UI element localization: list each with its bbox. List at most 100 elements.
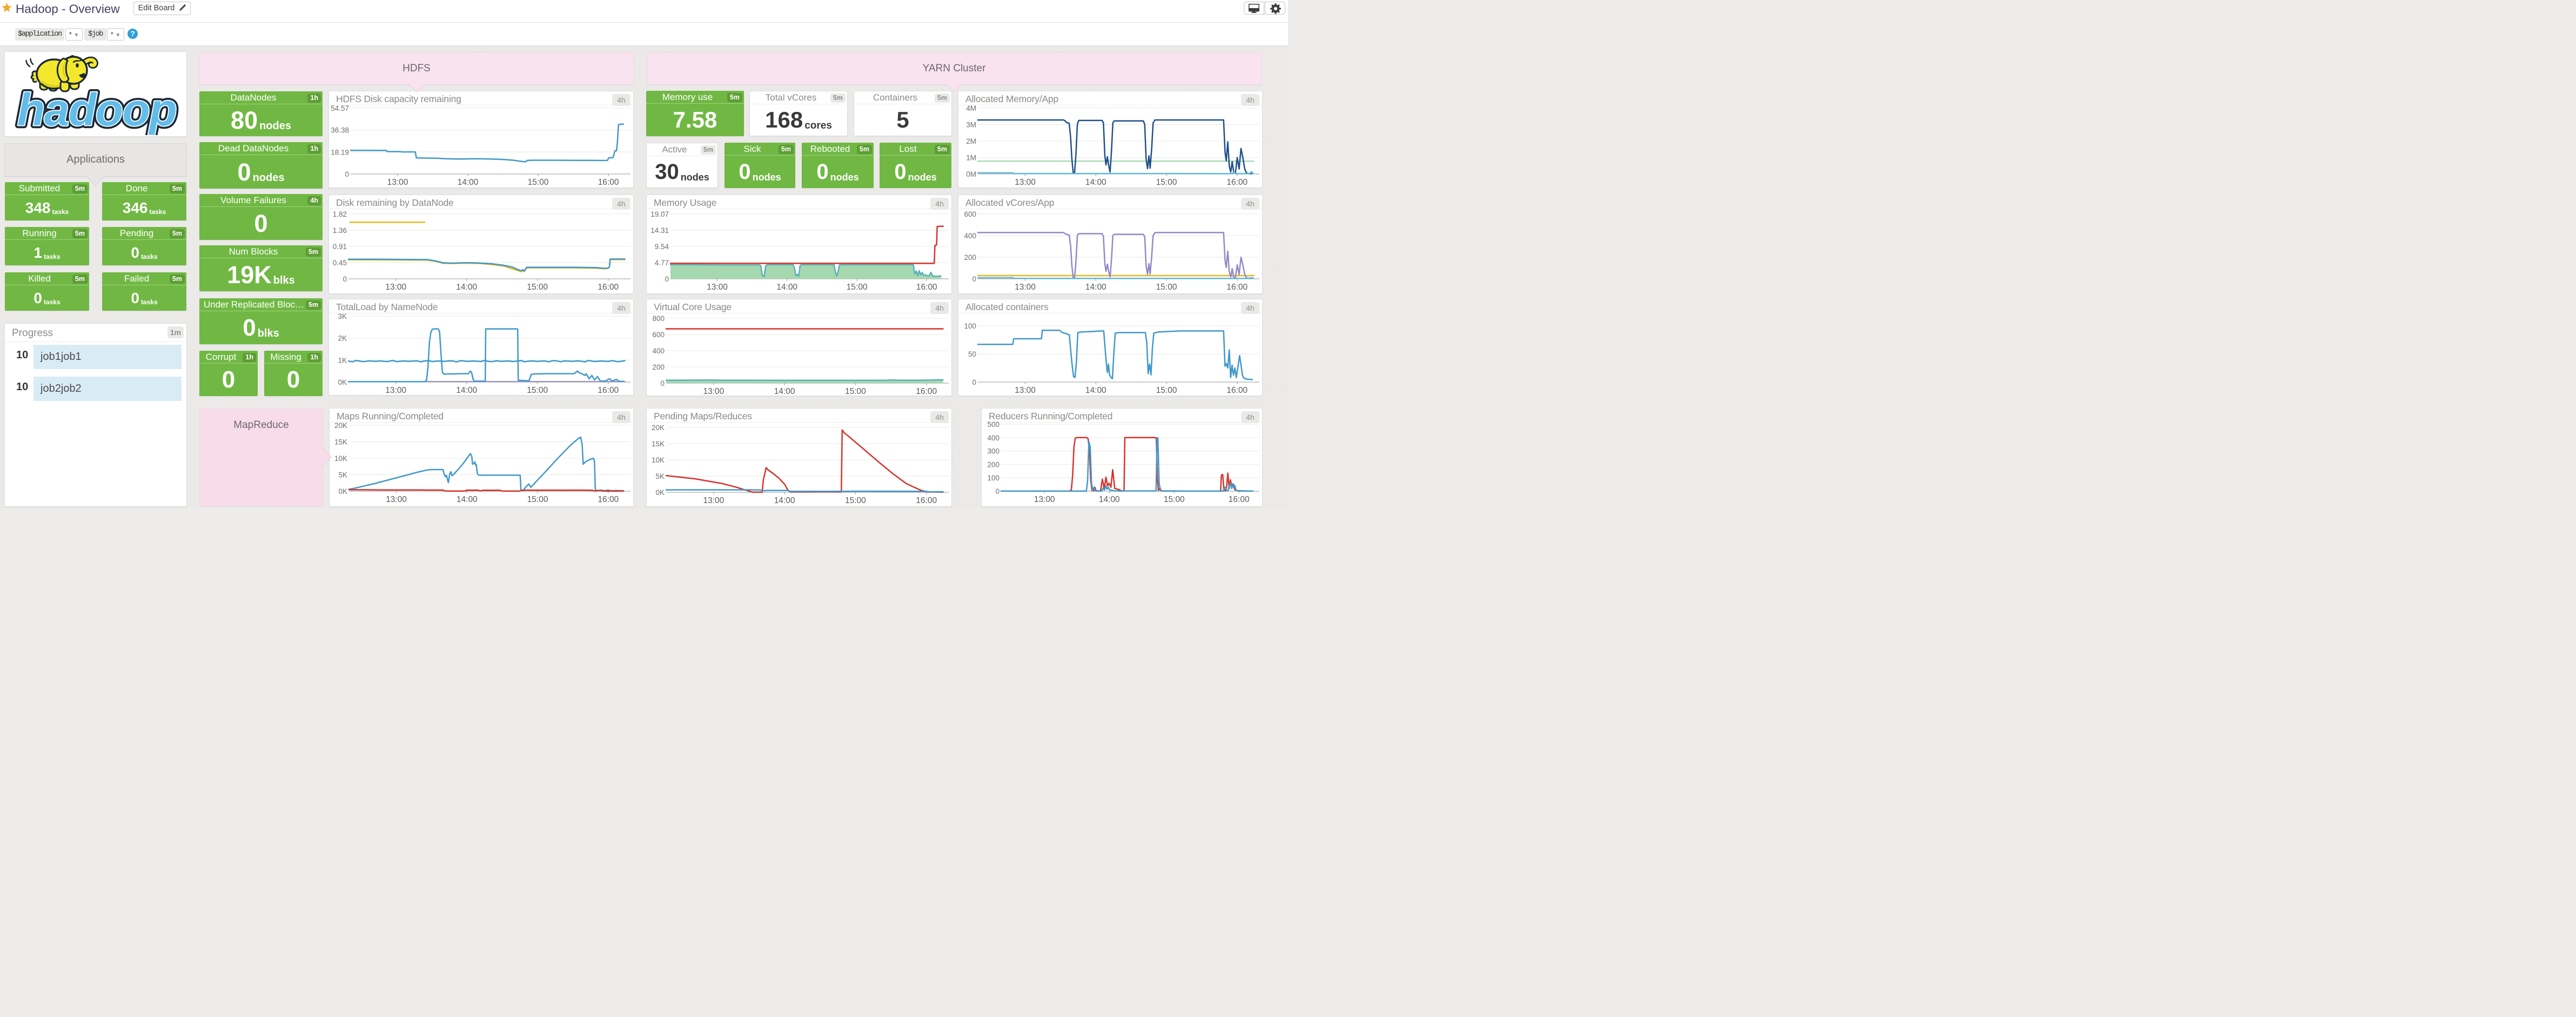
- svg-text:0: 0: [972, 378, 976, 386]
- svg-text:18.19: 18.19: [331, 148, 349, 156]
- svg-text:Pending Maps/Reduces: Pending Maps/Reduces: [654, 411, 752, 421]
- svg-text:36.38: 36.38: [331, 126, 349, 135]
- svg-text:4.77: 4.77: [655, 259, 669, 267]
- svg-text:50: 50: [968, 350, 976, 358]
- svg-text:HDFS Disk capacity remaining: HDFS Disk capacity remaining: [336, 93, 461, 104]
- svg-text:13:00: 13:00: [385, 386, 406, 395]
- svg-text:16:00: 16:00: [1226, 178, 1247, 187]
- svg-text:14:00: 14:00: [776, 283, 797, 292]
- svg-text:14:00: 14:00: [456, 386, 477, 395]
- svg-text:13:00: 13:00: [386, 495, 407, 504]
- svg-text:0: 0: [665, 275, 669, 283]
- svg-text:0: 0: [660, 379, 665, 387]
- svg-text:0.91: 0.91: [333, 243, 347, 251]
- svg-text:600: 600: [964, 210, 976, 218]
- svg-text:9.54: 9.54: [655, 243, 669, 251]
- svg-text:4h: 4h: [935, 304, 944, 312]
- svg-text:0K: 0K: [655, 489, 665, 497]
- svg-text:14:00: 14:00: [1085, 283, 1106, 292]
- svg-text:1.82: 1.82: [333, 210, 347, 218]
- svg-text:10K: 10K: [652, 456, 665, 464]
- svg-text:13:00: 13:00: [703, 496, 725, 505]
- svg-text:14:00: 14:00: [1085, 386, 1106, 395]
- svg-text:100: 100: [987, 474, 999, 482]
- svg-text:13:00: 13:00: [1015, 178, 1036, 187]
- svg-text:Virtual Core Usage: Virtual Core Usage: [654, 302, 732, 312]
- svg-text:15:00: 15:00: [847, 283, 868, 292]
- svg-text:Memory Usage: Memory Usage: [654, 197, 716, 208]
- svg-text:0K: 0K: [338, 487, 347, 496]
- svg-text:4h: 4h: [617, 96, 626, 104]
- svg-text:15:00: 15:00: [527, 495, 548, 504]
- svg-text:0: 0: [972, 275, 976, 283]
- svg-text:15K: 15K: [652, 440, 665, 448]
- svg-text:54.57: 54.57: [331, 104, 349, 112]
- svg-text:16:00: 16:00: [598, 495, 619, 504]
- svg-text:13:00: 13:00: [1034, 495, 1055, 504]
- svg-text:5K: 5K: [338, 471, 347, 479]
- svg-text:TotalLoad by NameNode: TotalLoad by NameNode: [336, 302, 438, 312]
- svg-text:5K: 5K: [655, 472, 665, 480]
- svg-text:Reducers Running/Completed: Reducers Running/Completed: [989, 411, 1112, 421]
- svg-text:1K: 1K: [338, 356, 347, 364]
- svg-text:10K: 10K: [334, 454, 347, 463]
- svg-text:200: 200: [652, 363, 665, 371]
- svg-text:16:00: 16:00: [598, 386, 619, 395]
- svg-text:20K: 20K: [334, 421, 347, 430]
- svg-text:14:00: 14:00: [774, 496, 795, 505]
- svg-text:400: 400: [652, 347, 665, 355]
- svg-text:15K: 15K: [334, 438, 347, 446]
- svg-text:16:00: 16:00: [916, 496, 937, 505]
- svg-text:4h: 4h: [1246, 413, 1255, 421]
- svg-text:200: 200: [964, 253, 976, 262]
- svg-text:16:00: 16:00: [598, 178, 619, 187]
- svg-text:0: 0: [995, 487, 999, 496]
- svg-text:400: 400: [987, 434, 999, 442]
- svg-text:4h: 4h: [935, 199, 944, 208]
- svg-text:4h: 4h: [617, 413, 626, 421]
- svg-text:13:00: 13:00: [707, 283, 728, 292]
- svg-text:15:00: 15:00: [845, 387, 866, 396]
- svg-text:16:00: 16:00: [1226, 283, 1247, 292]
- svg-text:0K: 0K: [338, 378, 347, 386]
- svg-text:4h: 4h: [617, 304, 626, 312]
- svg-text:Allocated containers: Allocated containers: [965, 302, 1049, 312]
- svg-text:0M: 0M: [966, 170, 976, 178]
- svg-text:14:00: 14:00: [1085, 178, 1106, 187]
- svg-text:4h: 4h: [1246, 199, 1255, 208]
- svg-text:500: 500: [987, 420, 999, 429]
- svg-text:15:00: 15:00: [845, 496, 866, 505]
- svg-text:15:00: 15:00: [1156, 283, 1177, 292]
- svg-text:14:00: 14:00: [458, 178, 479, 187]
- svg-text:16:00: 16:00: [1229, 495, 1250, 504]
- svg-text:15:00: 15:00: [1164, 495, 1185, 504]
- svg-text:0.45: 0.45: [333, 259, 347, 267]
- svg-text:16:00: 16:00: [916, 283, 937, 292]
- svg-text:3K: 3K: [338, 312, 347, 320]
- svg-text:Allocated Memory/App: Allocated Memory/App: [965, 93, 1058, 104]
- svg-text:300: 300: [987, 447, 999, 456]
- svg-text:19.07: 19.07: [650, 210, 669, 218]
- svg-text:15:00: 15:00: [527, 386, 548, 395]
- svg-text:13:00: 13:00: [385, 283, 406, 292]
- svg-text:15:00: 15:00: [528, 178, 549, 187]
- svg-text:14:00: 14:00: [774, 387, 795, 396]
- svg-text:16:00: 16:00: [1226, 386, 1247, 395]
- svg-text:20K: 20K: [652, 424, 665, 432]
- svg-text:13:00: 13:00: [703, 387, 725, 396]
- svg-text:400: 400: [964, 232, 976, 240]
- svg-text:200: 200: [987, 460, 999, 469]
- svg-text:4h: 4h: [1246, 304, 1255, 312]
- svg-text:14:00: 14:00: [1099, 495, 1120, 504]
- svg-text:Disk remaining by DataNode: Disk remaining by DataNode: [336, 197, 454, 208]
- svg-text:hadoop: hadoop: [17, 84, 176, 135]
- svg-text:13:00: 13:00: [1015, 283, 1036, 292]
- svg-text:0: 0: [345, 170, 349, 178]
- svg-text:0: 0: [343, 275, 347, 283]
- svg-text:hadoop: hadoop: [17, 84, 176, 135]
- svg-text:2M: 2M: [966, 137, 976, 145]
- svg-text:4M: 4M: [966, 104, 976, 112]
- svg-text:4h: 4h: [617, 199, 626, 208]
- svg-text:15:00: 15:00: [1156, 386, 1177, 395]
- svg-text:16:00: 16:00: [598, 283, 619, 292]
